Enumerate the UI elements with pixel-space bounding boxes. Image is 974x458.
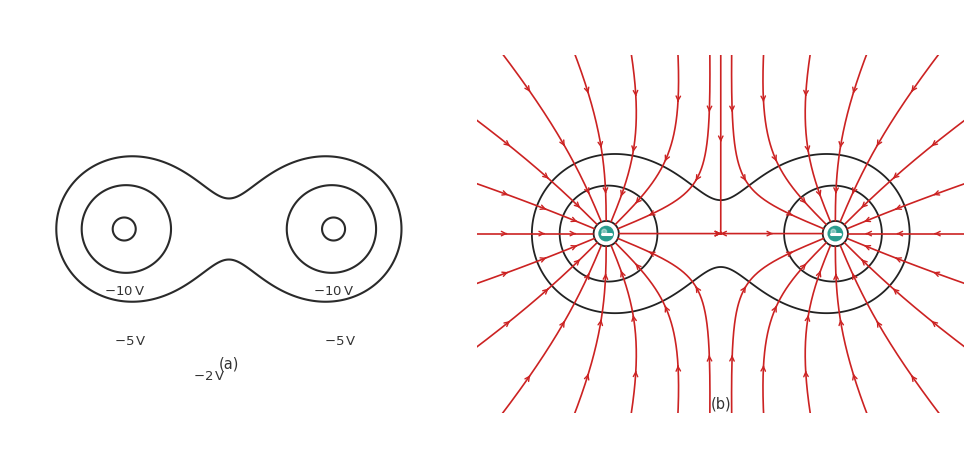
Text: $-10\,\mathrm{V}$: $-10\,\mathrm{V}$ [313,284,355,298]
Circle shape [598,226,614,241]
Text: $-2\,\mathrm{V}$: $-2\,\mathrm{V}$ [193,370,226,383]
Text: $-10\,\mathrm{V}$: $-10\,\mathrm{V}$ [103,284,145,298]
Text: $-5\,\mathrm{V}$: $-5\,\mathrm{V}$ [114,335,147,348]
Text: (b): (b) [710,396,731,411]
Text: (a): (a) [219,357,239,371]
Circle shape [602,229,607,234]
Circle shape [828,226,843,241]
Text: $-5\,\mathrm{V}$: $-5\,\mathrm{V}$ [323,335,356,348]
Circle shape [831,229,836,234]
